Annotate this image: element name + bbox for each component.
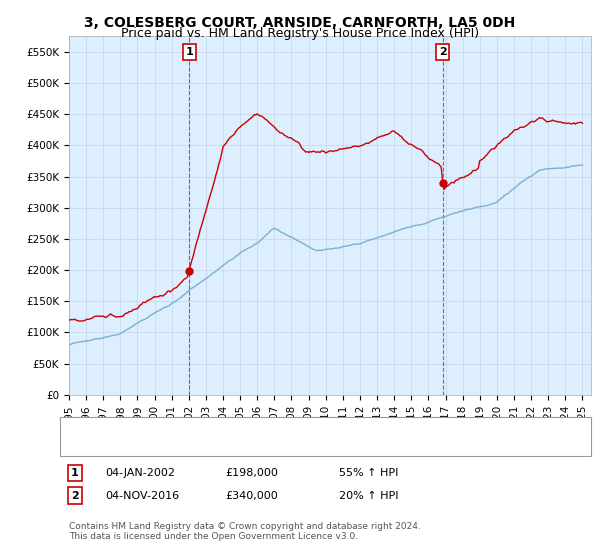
Text: 55% ↑ HPI: 55% ↑ HPI bbox=[339, 468, 398, 478]
Text: 2: 2 bbox=[71, 491, 79, 501]
Text: 04-NOV-2016: 04-NOV-2016 bbox=[105, 491, 179, 501]
Text: 04-JAN-2002: 04-JAN-2002 bbox=[105, 468, 175, 478]
Text: —: — bbox=[69, 418, 83, 432]
Text: 3, COLESBERG COURT, ARNSIDE, CARNFORTH, LA5 0DH (detached house): 3, COLESBERG COURT, ARNSIDE, CARNFORTH, … bbox=[93, 419, 479, 430]
Text: —: — bbox=[69, 441, 83, 455]
Text: 1: 1 bbox=[71, 468, 79, 478]
Text: Price paid vs. HM Land Registry's House Price Index (HPI): Price paid vs. HM Land Registry's House … bbox=[121, 27, 479, 40]
Text: 2: 2 bbox=[439, 47, 446, 57]
Text: 1: 1 bbox=[185, 47, 193, 57]
Text: £198,000: £198,000 bbox=[225, 468, 278, 478]
Text: Contains HM Land Registry data © Crown copyright and database right 2024.
This d: Contains HM Land Registry data © Crown c… bbox=[69, 522, 421, 542]
Text: HPI: Average price, detached house, Westmorland and Furness: HPI: Average price, detached house, West… bbox=[93, 443, 421, 453]
Text: £340,000: £340,000 bbox=[225, 491, 278, 501]
Text: 3, COLESBERG COURT, ARNSIDE, CARNFORTH, LA5 0DH: 3, COLESBERG COURT, ARNSIDE, CARNFORTH, … bbox=[85, 16, 515, 30]
Text: 20% ↑ HPI: 20% ↑ HPI bbox=[339, 491, 398, 501]
